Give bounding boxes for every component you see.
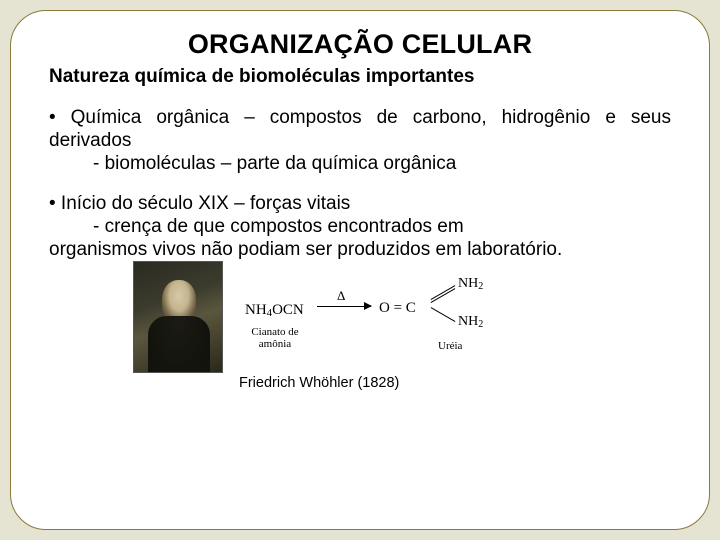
slide-title: ORGANIZAÇÃO CELULAR: [49, 29, 671, 60]
slide-subtitle: Natureza química de biomoléculas importa…: [49, 66, 671, 88]
whohler-portrait: [133, 261, 223, 373]
bullet-2: • Início do século XIX – forças vitais: [49, 192, 671, 215]
nh2-group-bottom: NH2: [458, 314, 483, 330]
slide-card: ORGANIZAÇÃO CELULAR Natureza química de …: [10, 10, 710, 530]
bullet-2-sub-b: organismos vivos não podiam ser produzid…: [49, 238, 671, 261]
product-backbone: O = C: [379, 300, 416, 317]
product-label: Uréia: [438, 340, 462, 352]
urea-reaction-diagram: NH4OCN Cianato de amônia Δ O = C NH2 NH2…: [245, 270, 495, 365]
nh2-group-top: NH2: [458, 276, 483, 292]
bond-top-b: [431, 288, 456, 303]
figure-row: NH4OCN Cianato de amônia Δ O = C NH2 NH2…: [49, 261, 671, 373]
reaction-arrow: [317, 306, 371, 307]
reactant-formula: NH4OCN: [245, 302, 304, 319]
figure-caption: Friedrich Whöhler (1828): [49, 375, 671, 391]
bullet-1-sub: - biomoléculas – parte da química orgâni…: [49, 152, 671, 175]
delta-symbol: Δ: [337, 288, 345, 304]
reactant-label: Cianato de amônia: [239, 326, 311, 350]
bond-top-a: [431, 285, 456, 300]
bullet-1: • Química orgânica – compostos de carbon…: [49, 106, 671, 152]
bullet-2-sub-a: - crença de que compostos encontrados em: [49, 215, 671, 238]
bond-bottom: [431, 307, 456, 322]
